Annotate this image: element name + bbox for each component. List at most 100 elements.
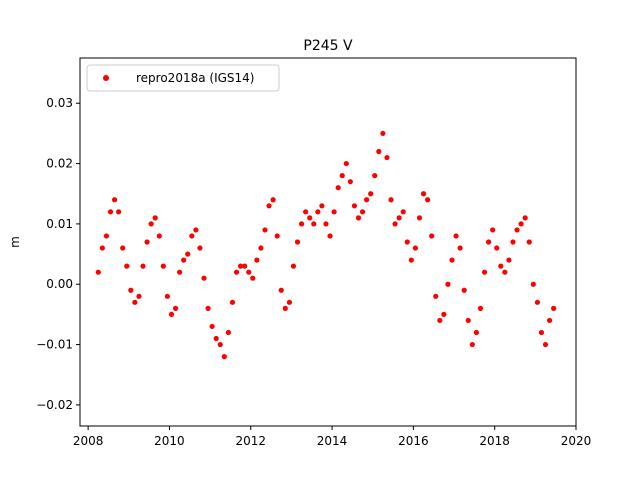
data-point (294, 239, 301, 245)
data-point (546, 317, 553, 324)
data-point (490, 227, 496, 233)
data-point (315, 209, 321, 215)
data-point (551, 305, 557, 311)
data-point (355, 215, 362, 221)
data-point (453, 233, 459, 239)
data-point (140, 263, 146, 269)
data-point (107, 209, 114, 215)
data-point (156, 233, 162, 239)
data-point (242, 263, 248, 269)
data-point (233, 269, 240, 275)
data-point (168, 311, 175, 317)
x-tick-label: 2018 (479, 434, 510, 448)
data-point (148, 221, 154, 227)
data-point (408, 257, 414, 263)
data-point (250, 275, 256, 281)
data-point (327, 233, 333, 239)
data-point (237, 263, 244, 269)
data-point (384, 154, 390, 161)
data-point (429, 233, 435, 239)
x-tick-label: 2020 (561, 434, 592, 448)
data-point (425, 197, 431, 203)
data-point (262, 227, 268, 233)
data-point (258, 245, 264, 251)
data-point (437, 317, 443, 324)
data-point (189, 233, 195, 239)
data-point (368, 191, 374, 197)
y-tick-label: 0.02 (46, 157, 73, 171)
data-point (396, 215, 402, 221)
data-point (185, 251, 191, 257)
y-tick-label: −0.02 (36, 398, 73, 412)
data-point (518, 221, 524, 227)
y-tick-label: 0.03 (46, 96, 73, 110)
data-point (323, 221, 329, 227)
data-point (522, 215, 528, 221)
data-point (136, 293, 142, 299)
data-point (502, 269, 508, 275)
data-point (201, 275, 207, 281)
data-point (526, 239, 532, 245)
data-point (286, 299, 292, 305)
data-point (392, 221, 398, 227)
data-point (209, 323, 215, 330)
data-point (282, 305, 288, 311)
data-point (144, 239, 150, 245)
plot-frame (79, 57, 577, 427)
data-point (221, 354, 227, 360)
x-tick-label: 2016 (398, 434, 429, 448)
data-point (506, 257, 512, 263)
data-point (197, 245, 203, 251)
data-point (172, 305, 179, 311)
data-point (124, 263, 130, 269)
data-point (498, 263, 504, 269)
data-point (347, 179, 353, 185)
data-point (542, 341, 549, 348)
data-point (339, 173, 345, 179)
data-point (485, 239, 492, 245)
data-point (445, 281, 451, 287)
data-point (412, 245, 419, 251)
data-point (343, 160, 349, 167)
data-point (469, 341, 475, 348)
data-point (494, 245, 500, 251)
y-tick-label: 0.00 (46, 277, 73, 291)
data-point (160, 263, 166, 269)
data-point (116, 209, 122, 215)
data-point (290, 263, 297, 269)
x-tick-label: 2010 (154, 434, 185, 448)
data-point (177, 269, 183, 275)
data-point (181, 257, 187, 263)
y-tick-label: −0.01 (36, 338, 73, 352)
data-point (266, 203, 272, 209)
data-point (270, 197, 276, 203)
legend-box (86, 64, 280, 92)
data-point (217, 341, 223, 348)
data-point (372, 173, 378, 179)
data-point (164, 293, 171, 299)
x-tick-label: 2012 (235, 434, 266, 448)
data-point (120, 245, 126, 251)
data-point (461, 287, 467, 293)
x-tick-label: 2014 (317, 434, 348, 448)
data-point (388, 197, 394, 203)
data-point (510, 239, 516, 245)
data-point (441, 311, 447, 317)
data-point (225, 329, 231, 336)
data-point (400, 209, 406, 215)
plot-points (95, 130, 557, 360)
data-point (132, 299, 138, 305)
data-point (457, 245, 463, 251)
data-point (420, 191, 427, 197)
data-point (319, 203, 325, 209)
y-axis-label: m (8, 236, 22, 248)
data-point (538, 329, 545, 336)
data-point (449, 257, 455, 263)
data-point (193, 227, 199, 233)
data-point (514, 227, 520, 233)
data-point (246, 269, 252, 275)
data-point (473, 329, 479, 336)
data-point (376, 148, 382, 155)
data-point (303, 209, 309, 215)
